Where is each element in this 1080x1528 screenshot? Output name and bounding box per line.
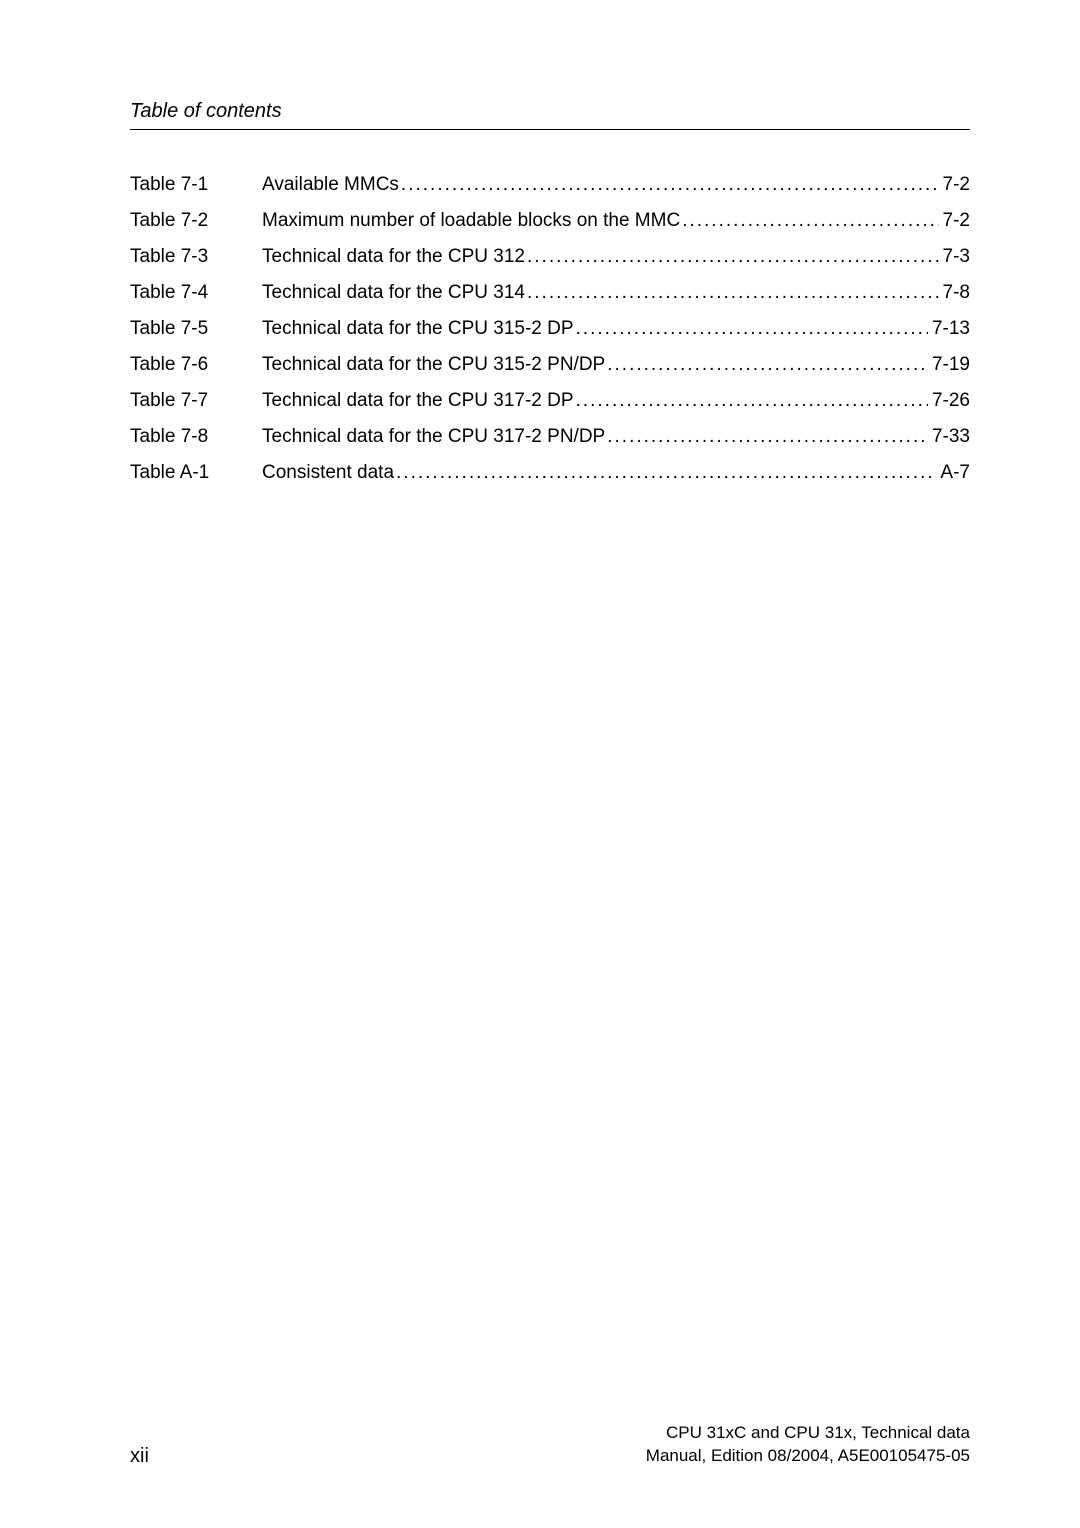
toc-leader	[394, 462, 936, 484]
page: Table of contents Table 7-1 Available MM…	[0, 0, 1080, 1528]
toc-leader	[605, 354, 928, 376]
toc-title: Consistent data	[262, 462, 394, 484]
toc-title: Maximum number of loadable blocks on the…	[262, 210, 680, 232]
toc-leader	[574, 390, 928, 412]
toc-row: Table 7-2 Maximum number of loadable blo…	[130, 210, 970, 232]
toc-leader	[525, 282, 939, 304]
toc-label: Table 7-8	[130, 426, 262, 448]
toc-row: Table 7-4 Technical data for the CPU 314…	[130, 282, 970, 304]
toc-title: Technical data for the CPU 315-2 PN/DP	[262, 354, 605, 376]
toc-page: 7-2	[939, 210, 970, 232]
toc-page: 7-8	[939, 282, 970, 304]
toc-label: Table 7-7	[130, 390, 262, 412]
toc-label: Table 7-6	[130, 354, 262, 376]
toc-leader	[399, 174, 939, 196]
toc-label: Table 7-2	[130, 210, 262, 232]
toc-row: Table 7-6 Technical data for the CPU 315…	[130, 354, 970, 376]
toc-page: 7-13	[928, 318, 970, 340]
toc-page: 7-26	[928, 390, 970, 412]
toc-page: 7-2	[939, 174, 970, 196]
page-number: xii	[130, 1445, 149, 1468]
top-block: Table of contents Table 7-1 Available MM…	[130, 100, 970, 498]
toc-label: Table 7-4	[130, 282, 262, 304]
toc-title: Technical data for the CPU 317-2 PN/DP	[262, 426, 605, 448]
toc-leader	[525, 246, 939, 268]
footer-line-2: Manual, Edition 08/2004, A5E00105475-05	[646, 1445, 970, 1468]
toc-row: Table 7-3 Technical data for the CPU 312…	[130, 246, 970, 268]
toc-label: Table A-1	[130, 462, 262, 484]
toc-label: Table 7-3	[130, 246, 262, 268]
toc-leader	[605, 426, 928, 448]
toc-row: Table A-1 Consistent data A-7	[130, 462, 970, 484]
toc-page: 7-3	[939, 246, 970, 268]
toc-row: Table 7-8 Technical data for the CPU 317…	[130, 426, 970, 448]
toc-page: 7-33	[928, 426, 970, 448]
toc-page: 7-19	[928, 354, 970, 376]
footer-right: CPU 31xC and CPU 31x, Technical data Man…	[646, 1422, 970, 1468]
toc-title: Technical data for the CPU 314	[262, 282, 525, 304]
toc-title: Available MMCs	[262, 174, 399, 196]
toc-leader	[680, 210, 938, 232]
toc-title: Technical data for the CPU 317-2 DP	[262, 390, 574, 412]
table-of-contents: Table 7-1 Available MMCs 7-2 Table 7-2 M…	[130, 174, 970, 484]
toc-page: A-7	[936, 462, 970, 484]
toc-label: Table 7-5	[130, 318, 262, 340]
footer: xii CPU 31xC and CPU 31x, Technical data…	[130, 1422, 970, 1468]
header-title: Table of contents	[130, 100, 970, 130]
toc-row: Table 7-5 Technical data for the CPU 315…	[130, 318, 970, 340]
footer-line-1: CPU 31xC and CPU 31x, Technical data	[646, 1422, 970, 1445]
toc-row: Table 7-1 Available MMCs 7-2	[130, 174, 970, 196]
toc-title: Technical data for the CPU 312	[262, 246, 525, 268]
toc-leader	[574, 318, 928, 340]
toc-label: Table 7-1	[130, 174, 262, 196]
toc-row: Table 7-7 Technical data for the CPU 317…	[130, 390, 970, 412]
toc-title: Technical data for the CPU 315-2 DP	[262, 318, 574, 340]
